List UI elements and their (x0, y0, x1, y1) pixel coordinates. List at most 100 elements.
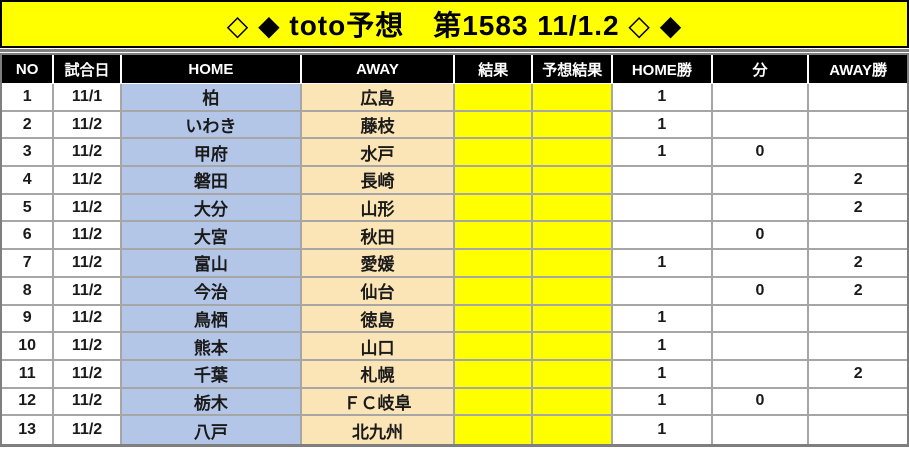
cell-draw: 0 (712, 222, 810, 251)
cell-no: 4 (2, 167, 55, 195)
cell-draw: 0 (712, 139, 810, 168)
cell-home-win (613, 194, 713, 223)
col-header-home-win: HOME勝 (613, 55, 713, 84)
table-row: 12 11/2 栃木 ＦＣ岐阜 1 0 (2, 388, 907, 417)
banner-table-divider (0, 49, 909, 52)
col-header-match-date: 試合日 (54, 55, 122, 84)
cell-home-team: 柏 (121, 84, 302, 112)
table-row: 3 11/2 甲府 水戸 1 0 (2, 139, 907, 168)
table-row: 9 11/2 鳥栖 徳島 1 (2, 305, 907, 334)
cell-draw (712, 111, 810, 140)
cell-home-win: 1 (613, 388, 713, 417)
cell-match-date: 11/2 (54, 277, 122, 306)
table-row: 2 11/2 いわき 藤枝 1 (2, 111, 907, 140)
cell-home-team: 八戸 (121, 416, 302, 444)
cell-match-date: 11/2 (54, 250, 122, 278)
cell-home-win: 1 (613, 360, 713, 389)
cell-away-team: 山口 (301, 333, 455, 361)
cell-draw: 0 (712, 277, 810, 306)
cell-home-team: 栃木 (121, 388, 302, 417)
cell-no: 7 (2, 250, 55, 278)
cell-away-win (809, 222, 907, 251)
cell-home-win: 1 (613, 305, 713, 334)
table-row: 4 11/2 磐田 長崎 2 (2, 167, 907, 195)
cell-away-win: 2 (809, 194, 907, 223)
col-header-result: 結果 (454, 55, 534, 84)
cell-away-win (809, 139, 907, 168)
cell-no: 6 (2, 222, 55, 251)
page-title: ◇ ◆ toto予想 第1583 11/1.2 ◇ ◆ (226, 10, 683, 41)
cell-away-team: 徳島 (301, 305, 455, 334)
col-header-no: NO (2, 55, 55, 84)
cell-prediction-result (533, 222, 613, 251)
cell-result (454, 250, 534, 278)
cell-result (454, 167, 534, 195)
cell-away-win: 2 (809, 167, 907, 195)
col-header-pred-result: 予想結果 (533, 55, 613, 84)
cell-no: 9 (2, 305, 55, 334)
cell-result (454, 222, 534, 251)
cell-home-team: 鳥栖 (121, 305, 302, 334)
cell-no: 5 (2, 194, 55, 223)
cell-result (454, 277, 534, 306)
cell-away-win (809, 333, 907, 361)
cell-draw (712, 194, 810, 223)
cell-no: 11 (2, 360, 55, 389)
table-row: 8 11/2 今治 仙台 0 2 (2, 277, 907, 306)
cell-away-win (809, 111, 907, 140)
cell-home-win (613, 222, 713, 251)
cell-prediction-result (533, 250, 613, 278)
cell-result (454, 388, 534, 417)
cell-draw (712, 360, 810, 389)
cell-away-team: 藤枝 (301, 111, 455, 140)
cell-home-team: いわき (121, 111, 302, 140)
cell-no: 1 (2, 84, 55, 112)
cell-result (454, 194, 534, 223)
cell-no: 2 (2, 111, 55, 140)
cell-home-win: 1 (613, 416, 713, 444)
cell-home-win: 1 (613, 139, 713, 168)
cell-home-team: 千葉 (121, 360, 302, 389)
cell-away-team: 水戸 (301, 139, 455, 168)
cell-result (454, 84, 534, 112)
cell-match-date: 11/2 (54, 305, 122, 334)
cell-away-team: 札幌 (301, 360, 455, 389)
cell-match-date: 11/2 (54, 139, 122, 168)
cell-home-team: 磐田 (121, 167, 302, 195)
cell-draw (712, 167, 810, 195)
cell-prediction-result (533, 139, 613, 168)
cell-away-team: 愛媛 (301, 250, 455, 278)
cell-prediction-result (533, 416, 613, 444)
cell-home-team: 熊本 (121, 333, 302, 361)
table-row: 7 11/2 富山 愛媛 1 2 (2, 250, 907, 278)
cell-away-win (809, 416, 907, 444)
title-banner: ◇ ◆ toto予想 第1583 11/1.2 ◇ ◆ (0, 0, 909, 48)
cell-match-date: 11/2 (54, 167, 122, 195)
cell-away-win: 2 (809, 277, 907, 306)
cell-prediction-result (533, 305, 613, 334)
col-header-draw: 分 (712, 55, 810, 84)
cell-prediction-result (533, 277, 613, 306)
col-header-away-win: AWAY勝 (809, 55, 907, 84)
cell-match-date: 11/2 (54, 111, 122, 140)
cell-away-win (809, 305, 907, 334)
cell-result (454, 360, 534, 389)
cell-no: 12 (2, 388, 55, 417)
cell-prediction-result (533, 388, 613, 417)
cell-home-win: 1 (613, 111, 713, 140)
cell-home-team: 大分 (121, 194, 302, 223)
cell-match-date: 11/2 (54, 416, 122, 444)
cell-no: 3 (2, 139, 55, 168)
toto-prediction-table: NO 試合日 HOME AWAY 結果 予想結果 HOME勝 分 AWAY勝 1… (0, 53, 909, 447)
cell-home-win: 1 (613, 250, 713, 278)
cell-match-date: 11/2 (54, 222, 122, 251)
cell-match-date: 11/2 (54, 333, 122, 361)
cell-away-team: ＦＣ岐阜 (301, 388, 455, 417)
cell-away-team: 仙台 (301, 277, 455, 306)
table-row: 6 11/2 大宮 秋田 0 (2, 222, 907, 251)
cell-away-team: 北九州 (301, 416, 455, 444)
cell-away-win (809, 388, 907, 417)
cell-away-team: 広島 (301, 84, 455, 112)
cell-draw (712, 84, 810, 112)
cell-home-team: 今治 (121, 277, 302, 306)
